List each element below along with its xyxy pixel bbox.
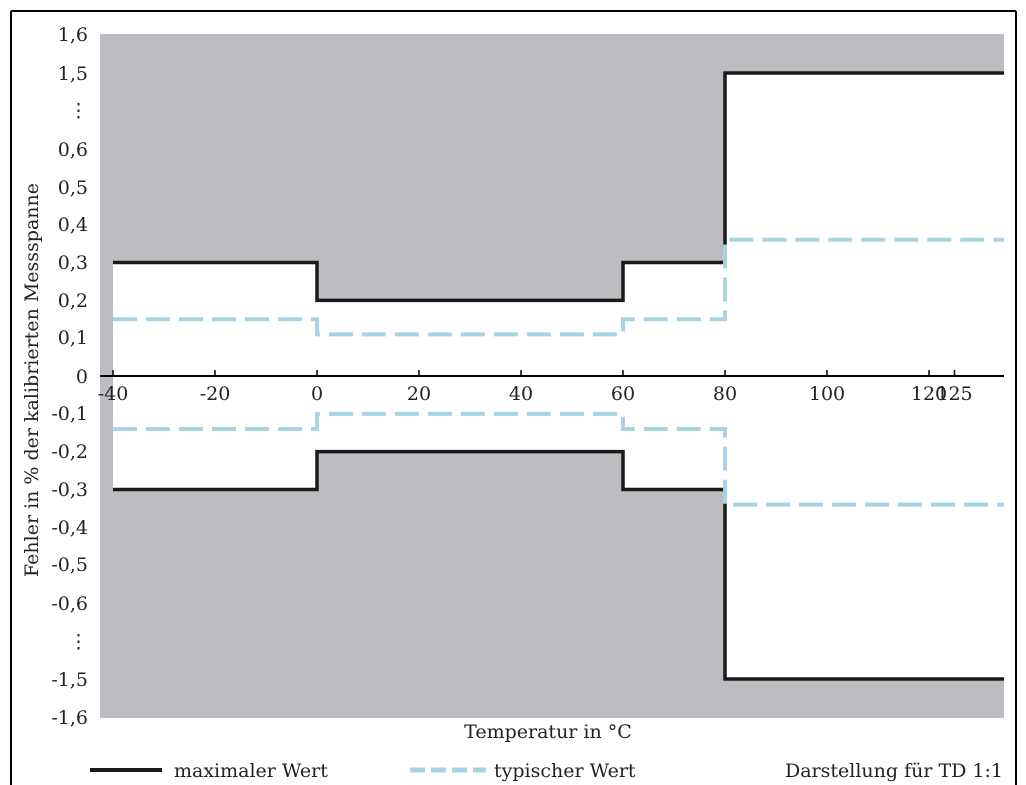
series-typ-lower-line [113,411,1004,507]
series-typ-upper-line [113,237,1004,337]
y-tick-label: -0,2 [51,441,88,463]
y-tick-label: 0 [76,366,88,388]
x-tick-label: -20 [200,383,231,405]
y-tick-label: -1,6 [51,707,88,729]
y-tick-label: -0,4 [51,517,88,539]
y-tick-labels: 1,6 1,5 ⋮ 0,6 0,5 0,4 0,3 0,2 0,1 0 -0,1 -0,2 -0,3 -0… [51,24,88,729]
x-axis-group [100,370,1004,377]
x-tick-label: 0 [311,383,323,405]
x-axis-label: Temperatur in °C [464,721,632,743]
x-tick-label: 20 [407,383,431,405]
y-tick-label: -0,3 [51,479,88,501]
y-tick-label: 0,6 [58,139,88,161]
y-tick-label: 0,3 [58,252,88,274]
y-tick-label: -0,1 [51,403,88,425]
legend-label-typ: typischer Wert [494,760,636,782]
y-tick-label: -0,6 [51,593,88,615]
x-tick-label: 120 [911,383,947,405]
x-tick-label: 60 [611,383,635,405]
series-group [113,71,1004,681]
x-tick-label: 40 [509,383,533,405]
y-axis-label: Fehler in % der kalibrierten Messspanne [21,183,43,577]
series-max-upper-line [113,71,1004,303]
y-tick-label: 1,5 [58,63,88,85]
y-tick-label: -1,5 [51,669,88,691]
x-tick-label: 80 [713,383,737,405]
y-tick-label: 0,4 [58,214,88,236]
y-tick-label: 0,1 [58,327,88,349]
y-tick-label: 0,5 [58,177,88,199]
legend-label-max: maximaler Wert [174,760,328,782]
y-tick-label: ⋮ [69,631,88,653]
y-tick-label: 0,2 [58,290,88,312]
chart-note: Darstellung für TD 1:1 [785,760,1003,782]
x-tick-label: -40 [98,383,129,405]
legend: maximaler Wert typischer Wert Darstellun… [90,760,1003,782]
series-max-lower-line [113,449,1004,681]
y-tick-label: -0,5 [51,554,88,576]
x-tick-label: 125 [936,383,972,405]
y-tick-label: 1,6 [58,24,88,46]
x-tick-label: 100 [809,383,845,405]
y-tick-label: ⋮ [69,100,88,122]
